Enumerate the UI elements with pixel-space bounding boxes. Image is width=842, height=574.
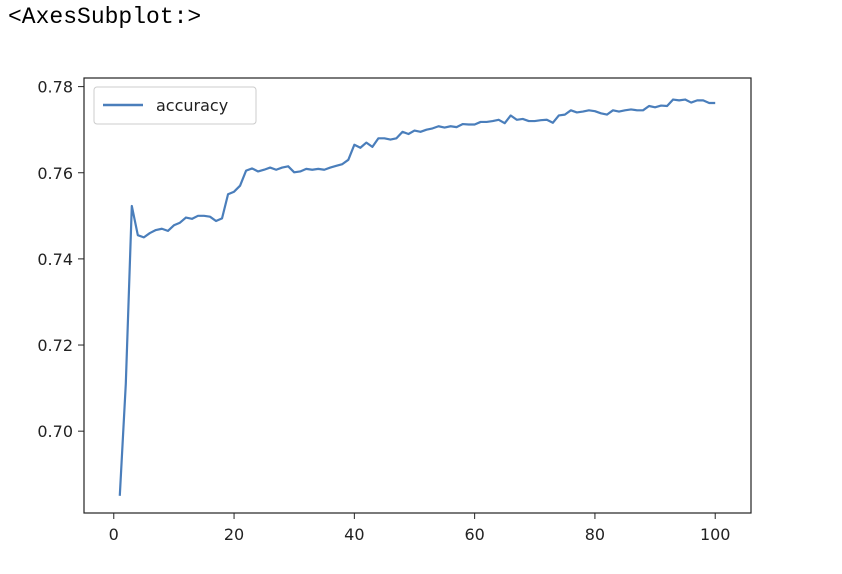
- y-tick-label: 0.72: [37, 336, 73, 355]
- x-tick-label: 60: [464, 525, 484, 544]
- y-tick-label: 0.78: [37, 78, 73, 97]
- series-line-accuracy: [118, 98, 716, 496]
- y-tick-label: 0.70: [37, 422, 73, 441]
- y-tick-label: 0.76: [37, 164, 73, 183]
- x-tick-label: 20: [224, 525, 244, 544]
- tick-group: 0 20 40 60 80 100 0.70 0.72 0.74 0.76 0.78: [37, 78, 730, 544]
- x-tick-label: 80: [585, 525, 605, 544]
- x-tick-label: 40: [344, 525, 364, 544]
- plot-area: [84, 78, 751, 513]
- series-group: [118, 98, 716, 496]
- legend-label-accuracy: accuracy: [156, 96, 228, 115]
- x-tick-label: 0: [109, 525, 119, 544]
- y-tick-label: 0.74: [37, 250, 73, 269]
- x-tick-label: 100: [700, 525, 731, 544]
- legend-box: [93, 86, 257, 125]
- output-label: <AxesSubplot:>: [8, 4, 202, 30]
- legend: accuracy: [93, 86, 257, 125]
- axes-frame: [83, 77, 752, 514]
